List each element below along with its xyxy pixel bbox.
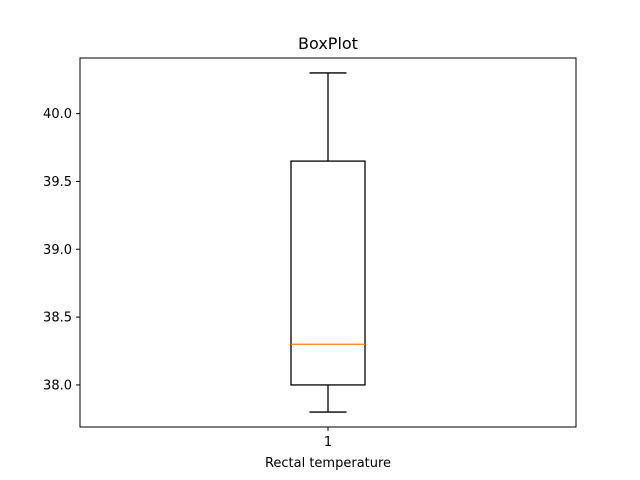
y-tick-label: 40.0 <box>43 107 72 122</box>
x-tick-label: 1 <box>324 435 332 450</box>
y-tick-label: 38.0 <box>43 378 72 393</box>
y-tick-label: 39.0 <box>43 243 72 258</box>
x-axis: 1 <box>324 427 332 450</box>
y-tick-label: 38.5 <box>43 311 72 326</box>
x-axis-label: Rectal temperature <box>265 456 391 471</box>
y-axis: 38.0 38.5 39.0 39.5 40.0 <box>43 107 80 393</box>
y-tick-label: 39.5 <box>43 175 72 190</box>
chart-title: BoxPlot <box>298 34 358 53</box>
box-series <box>290 72 366 413</box>
box-group <box>290 72 366 413</box>
box-body <box>290 160 366 386</box>
